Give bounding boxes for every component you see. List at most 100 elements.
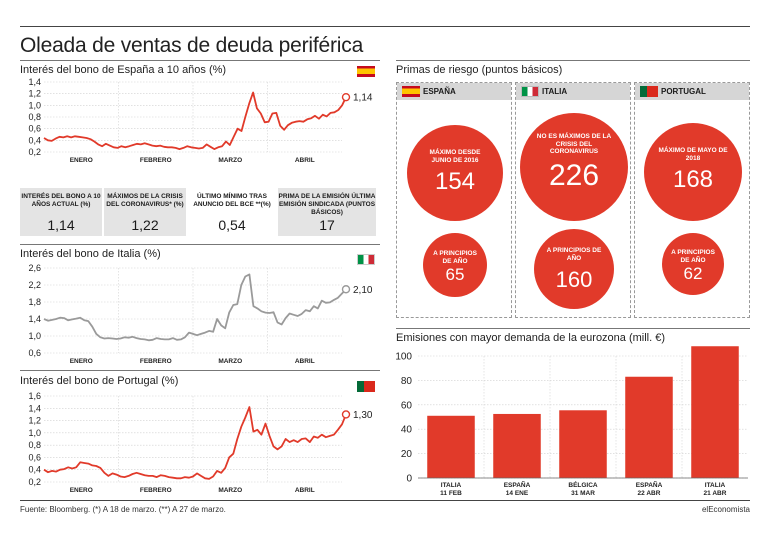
x-tick-label: 22 ABR <box>638 490 661 497</box>
bar <box>493 413 541 478</box>
series-line <box>43 91 347 150</box>
y-tick-label: 1,4 <box>28 403 41 413</box>
stat-label: INTERÉS DEL BONO A 10 AÑOS ACTUAL (%) <box>21 193 101 208</box>
y-tick-label: 0,6 <box>28 452 41 462</box>
panel-country: PORTUGAL <box>661 87 706 96</box>
footer-brand: elEconomista <box>701 505 750 514</box>
bar <box>691 346 739 478</box>
y-tick-label: 1,4 <box>28 77 41 87</box>
y-tick-label: 0,4 <box>28 465 41 475</box>
stat-value: 17 <box>319 217 335 233</box>
stat-value: 1,14 <box>47 217 75 233</box>
prima-max-label: MÁXIMO DESDE JUNIO DE 2016 <box>429 149 481 164</box>
prima-start-value: 65 <box>445 265 465 284</box>
series-line <box>43 273 347 342</box>
prima-start-value: 62 <box>683 264 703 283</box>
prima-start-label: A PRINCIPIOS DE AÑO <box>433 250 477 265</box>
panel-country: ESPAÑA <box>423 87 456 96</box>
bars-chart-title: Emisiones con mayor demanda de la eurozo… <box>396 332 666 344</box>
primas-title-rule <box>396 60 750 61</box>
y-tick-label: 1,4 <box>28 314 41 324</box>
y-tick-label: 0,2 <box>28 147 41 157</box>
prima-max-circle: NO ES MÁXIMOS DE LA CRISIS DEL CORONAVIR… <box>520 113 628 221</box>
y-tick-label: 100 <box>395 352 412 363</box>
bar <box>559 410 607 478</box>
prima-max-circle: MÁXIMO DE MAYO DE 2018 168 <box>644 123 742 221</box>
stat-crisis-max: MÁXIMOS DE LA CRISIS DEL CORONAVIRUS* (%… <box>104 188 186 236</box>
top-rule <box>20 26 750 27</box>
prima-start-circle: A PRINCIPIOS DE AÑO 65 <box>423 233 487 297</box>
last-value-marker <box>341 92 351 102</box>
stat-current-yield: INTERÉS DEL BONO A 10 AÑOS ACTUAL (%) 1,… <box>20 188 102 236</box>
x-tick-label: 14 ENE <box>506 490 529 497</box>
spain-yield-chart: 0,2 0,40,6 0,8 1,01,2 1,4 ENERO FEBRERO MARZO AB… <box>28 77 373 164</box>
y-tick-label: 0,2 <box>28 477 41 487</box>
y-tick-label: 2,2 <box>28 280 41 290</box>
y-tick-label: 1,2 <box>28 89 41 99</box>
spain-flag-icon <box>402 86 420 97</box>
stat-value: 0,54 <box>218 217 246 233</box>
y-tick-label: 1,8 <box>28 297 41 307</box>
last-value-marker <box>341 285 351 294</box>
stat-label: PRIMA DE LA EMISIÓN ÚLTIMA EMISIÓN SINDI… <box>278 193 376 216</box>
y-tick-label: 0,8 <box>28 112 41 122</box>
x-tick-label: BÉLGICA <box>568 480 598 489</box>
x-tick-label: MARZO <box>218 358 242 365</box>
page-title: Oleada de ventas de deuda periférica <box>20 34 364 57</box>
primas-title: Primas de riesgo (puntos básicos) <box>396 64 563 76</box>
bars-title-rule <box>396 328 750 329</box>
prima-panel-spain: ESPAÑA MÁXIMO DESDE JUNIO DE 2016 154 A … <box>396 82 512 318</box>
x-tick-label: ENERO <box>70 358 93 365</box>
prima-start-circle: A PRINCIPIOS DE AÑO 62 <box>662 233 724 295</box>
x-tick-label: ITALIA <box>441 482 462 489</box>
panel-header: ITALIA <box>516 83 630 100</box>
x-tick-label: ABRIL <box>295 157 315 164</box>
x-tick-label: FEBRERO <box>140 358 172 365</box>
italy-flag-icon <box>521 86 539 97</box>
last-value-marker <box>341 410 351 419</box>
prima-panel-italy: ITALIA NO ES MÁXIMOS DE LA CRISIS DEL CO… <box>515 82 631 318</box>
prima-panel-portugal: PORTUGAL MÁXIMO DE MAYO DE 2018 168 A PR… <box>634 82 750 318</box>
x-tick-label: ESPAÑA <box>636 480 663 489</box>
stat-label: ÚLTIMO MÍNIMO TRAS ANUNCIO DEL BCE **(%) <box>193 193 271 208</box>
last-value-label: 1,14 <box>353 93 373 104</box>
y-tick-label: 0,4 <box>28 135 41 145</box>
y-tick-label: 80 <box>401 376 413 387</box>
x-tick-label: ESPAÑA <box>504 480 531 489</box>
panel-header: PORTUGAL <box>635 83 749 100</box>
footer-rule <box>20 500 750 501</box>
prima-max-label: NO ES MÁXIMOS DE LA CRISIS DEL CORONAVIR… <box>536 133 612 155</box>
y-tick-label: 1,0 <box>28 100 41 110</box>
x-tick-label: MARZO <box>218 157 242 164</box>
x-tick-label: ITALIA <box>705 482 726 489</box>
x-tick-label: 31 MAR <box>571 490 595 497</box>
prima-start-label: A PRINCIPIOS DE AÑO <box>546 247 602 262</box>
stat-issue-premium: PRIMA DE LA EMISIÓN ÚLTIMA EMISIÓN SINDI… <box>278 188 376 236</box>
series-line <box>43 406 347 480</box>
italy-flag-icon <box>357 254 375 265</box>
x-tick-label: ENERO <box>70 487 93 494</box>
prima-start-value: 160 <box>555 267 593 292</box>
portugal-yield-chart: 0,2 0,4 0,6 0,8 1,0 1,2 1,4 1,6 ENERO FEBRERO MARZ… <box>28 391 372 494</box>
x-tick-label: ABRIL <box>295 487 315 494</box>
stat-last-min: ÚLTIMO MÍNIMO TRAS ANUNCIO DEL BCE **(%)… <box>188 188 276 236</box>
stat-value: 1,22 <box>131 217 159 233</box>
bar <box>625 376 673 478</box>
y-tick-label: 0,8 <box>28 440 41 450</box>
portugal-flag-icon <box>357 381 375 392</box>
prima-start-circle: A PRINCIPIOS DE AÑO 160 <box>534 229 614 309</box>
y-tick-label: 1,0 <box>28 428 41 438</box>
italy-chart-title: Interés del bono de Italia (%) <box>20 248 161 260</box>
portugal-chart-title: Interés del bono de Portugal (%) <box>20 375 179 387</box>
y-tick-label: 1,0 <box>28 331 41 341</box>
italy-yield-chart: 0,6 1,0 1,4 1,8 2,2 2,6 ENERO FEBRERO MARZO ABRIL… <box>28 263 372 365</box>
y-tick-label: 40 <box>401 425 413 436</box>
y-tick-label: 20 <box>401 449 413 460</box>
bar <box>427 415 475 478</box>
y-tick-label: 1,2 <box>28 416 41 426</box>
x-tick-label: ABRIL <box>295 358 315 365</box>
spain-flag-icon <box>357 66 375 77</box>
prima-max-value: 168 <box>672 166 714 193</box>
x-tick-label: FEBRERO <box>140 487 172 494</box>
